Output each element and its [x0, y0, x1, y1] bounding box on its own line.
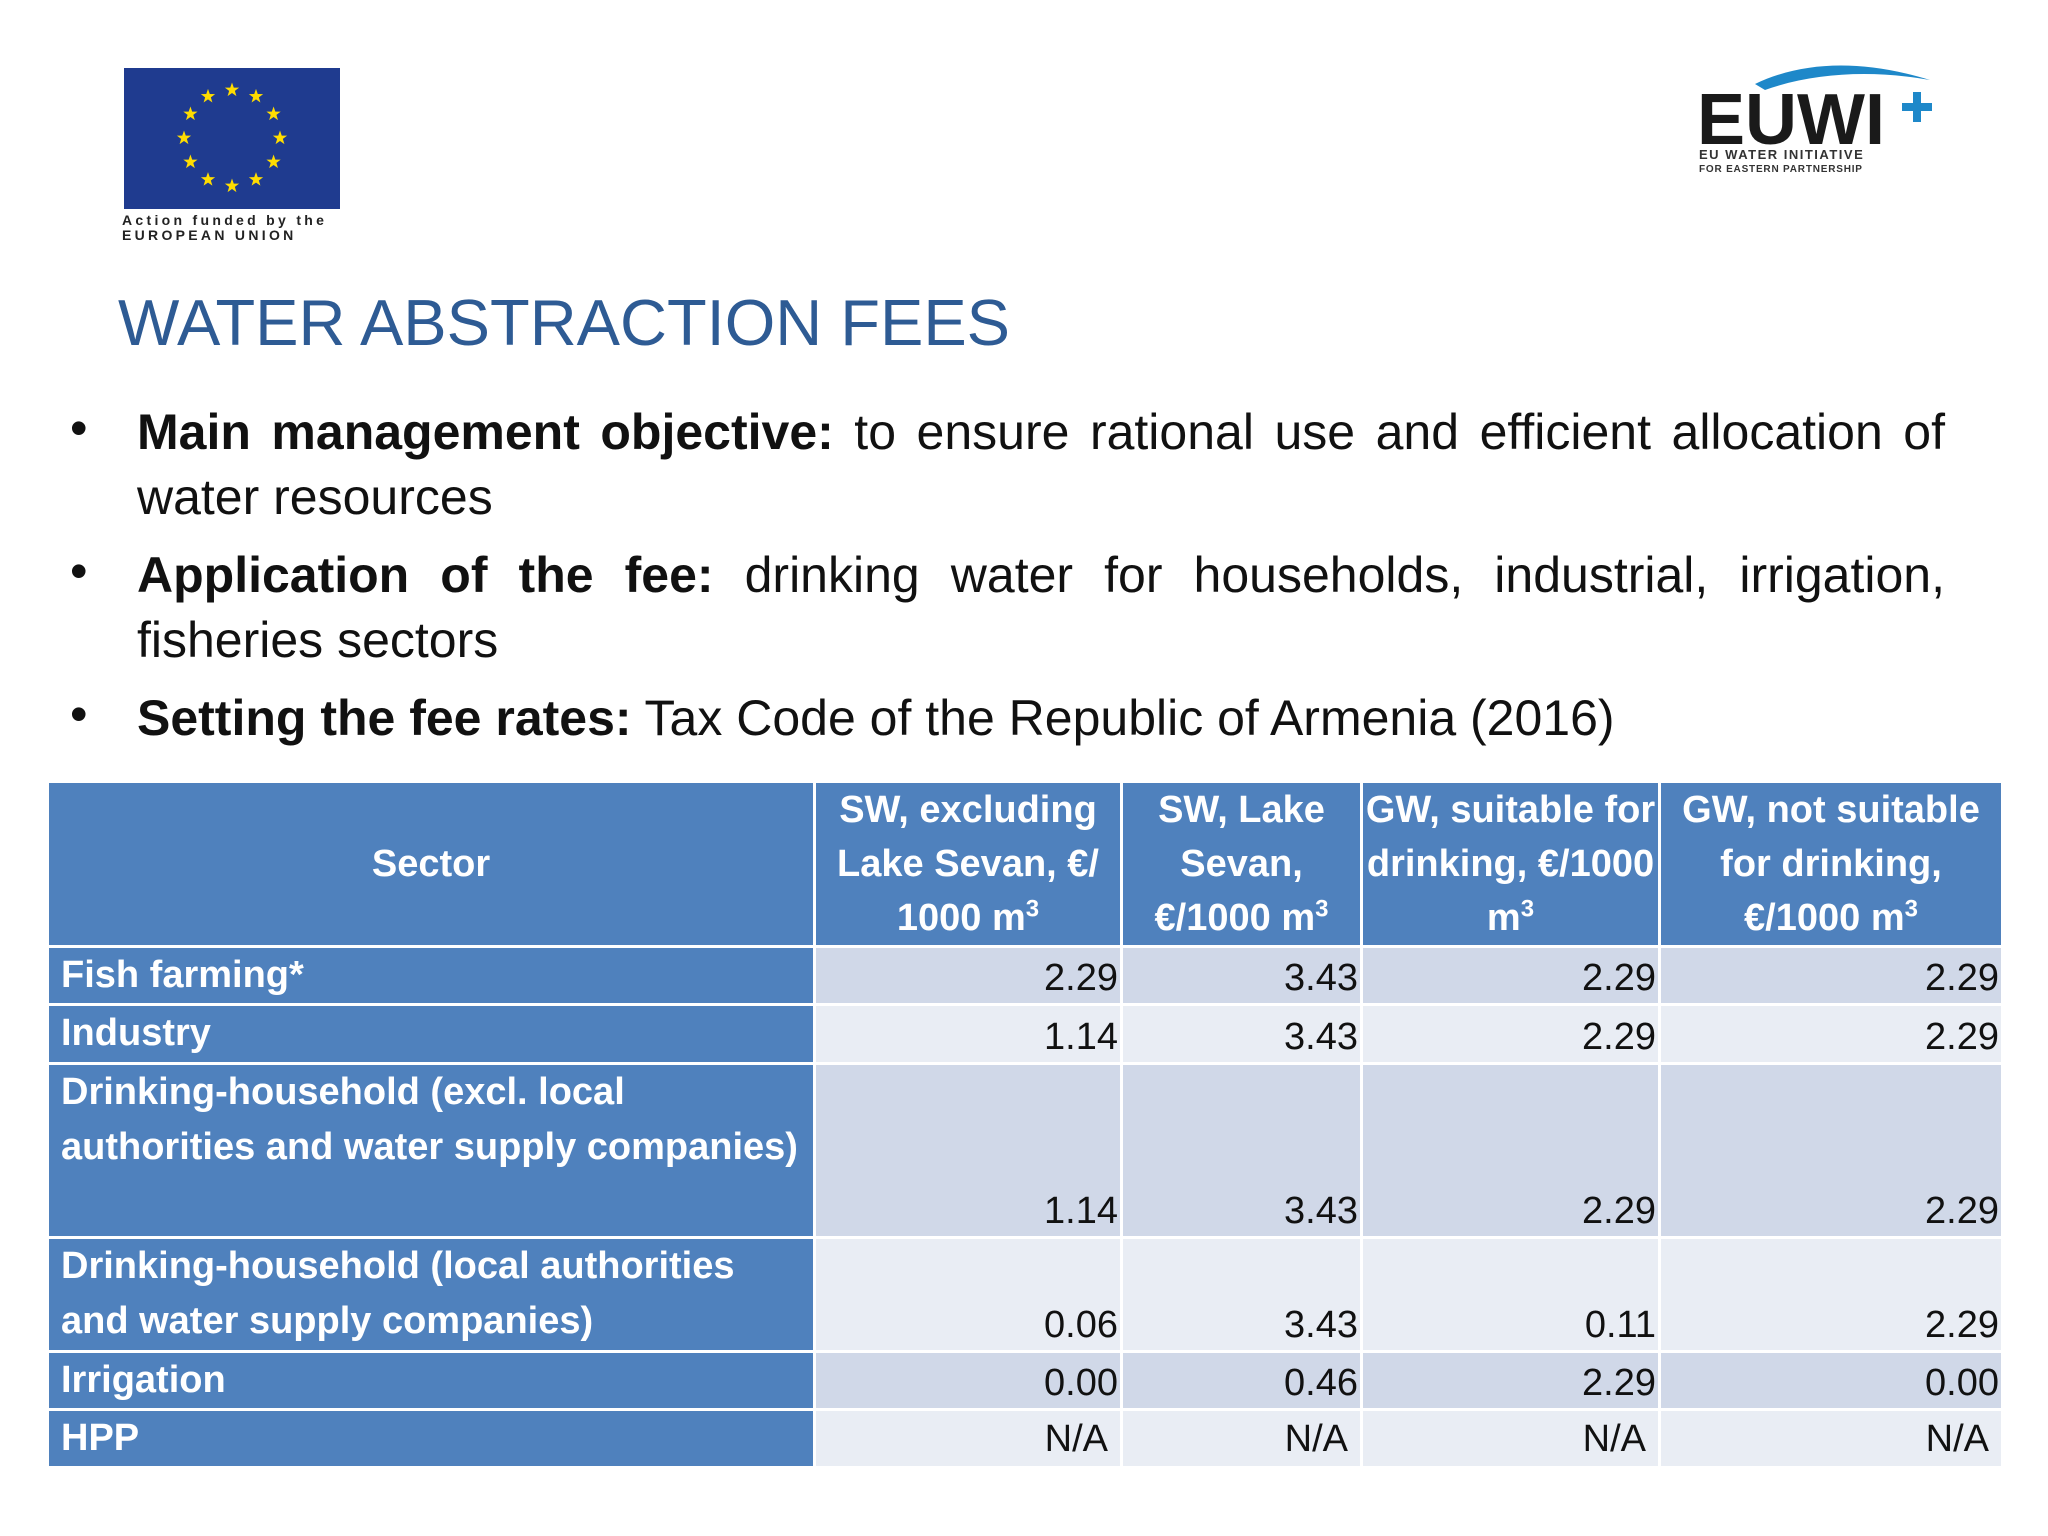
header-text: Sector — [371, 843, 491, 885]
header-cell: Sector — [46, 780, 816, 948]
value-cell: 2.29 — [1658, 1236, 2004, 1353]
value-cell: 0.00 — [813, 1350, 1123, 1411]
header-cell: SW, Lake Sevan, €/1000 m3 — [1120, 780, 1363, 948]
bullet-lead: Setting the fee rates: — [137, 690, 632, 746]
value-cell: 2.29 — [1658, 1062, 2004, 1239]
eu-caption: Action funded by the EUROPEAN UNION — [122, 213, 344, 243]
value-cell: N/A — [1120, 1408, 1363, 1469]
header-cell: GW, not suitable for drinking, €/1000 m3 — [1658, 780, 2004, 948]
value-cell: 2.29 — [813, 945, 1123, 1006]
header-text: SW, Lake Sevan, €/1000 m — [1154, 789, 1325, 939]
header-row: Sector SW, excluding Lake Sevan, €/ 1000 … — [46, 780, 2004, 948]
header-cell: SW, excluding Lake Sevan, €/ 1000 m3 — [813, 780, 1123, 948]
header-sup: 3 — [1520, 895, 1535, 923]
table-row: Industry 1.14 3.43 2.29 2.29 — [46, 1003, 2004, 1065]
bullet-lead: Main management objective: — [137, 404, 834, 460]
value-cell: 1.14 — [813, 1062, 1123, 1239]
value-cell: 2.29 — [1658, 1003, 2004, 1065]
header-sup: 3 — [1904, 895, 1918, 923]
header-text: GW, not suitable for drinking, €/1000 m — [1682, 789, 1980, 939]
bullet-text: to ensure rational use and efficient all… — [137, 404, 1945, 525]
value-cell: 3.43 — [1120, 1062, 1363, 1239]
sector-cell: HPP — [46, 1408, 816, 1469]
sector-cell: Irrigation — [46, 1350, 816, 1411]
value-cell: 0.06 — [813, 1236, 1123, 1353]
euwi-wordmark: EUWI — [1697, 80, 1885, 160]
euwi-logo: EUWI EU WATER INITIATIVE FOR EASTERN PAR… — [1697, 65, 1932, 175]
value-cell: 2.29 — [1360, 1062, 1661, 1239]
value-cell: 0.46 — [1120, 1350, 1363, 1411]
header-sup: 3 — [1315, 895, 1329, 923]
value-cell: 0.11 — [1360, 1236, 1661, 1353]
bullet: Setting the fee rates: Tax Code of the R… — [70, 682, 1945, 751]
value-cell: 2.29 — [1658, 945, 2004, 1006]
bullet: Application of the fee: drinking water f… — [70, 539, 1945, 673]
sector-cell: Drinking-household (local authorities an… — [46, 1236, 816, 1353]
euwi-caption: FOR EASTERN PARTNERSHIP — [1699, 164, 1863, 175]
value-cell: 1.14 — [813, 1003, 1123, 1065]
header-text: GW, suitable for drinking, €/1000 m — [1365, 789, 1656, 939]
value-cell: 2.29 — [1360, 1350, 1661, 1411]
value-cell: 2.29 — [1360, 945, 1661, 1006]
sector-cell: Drinking-household (excl. local authorit… — [46, 1062, 816, 1239]
bullet: Main management objective: to ensure rat… — [70, 396, 1945, 530]
table-row: Drinking-household (local authorities an… — [46, 1236, 2004, 1353]
sector-cell: Industry — [46, 1003, 816, 1065]
value-cell: 3.43 — [1120, 1003, 1363, 1065]
value-cell: 3.43 — [1120, 945, 1363, 1006]
eu-flag — [124, 68, 340, 209]
bullet-lead: Application of the fee: — [137, 547, 714, 603]
value-cell: N/A — [1360, 1408, 1661, 1469]
bullet-text: drinking water for households, industria… — [137, 547, 1945, 668]
table-row: Fish farming* 2.29 3.43 2.29 2.29 — [46, 945, 2004, 1006]
fee-table: Sector SW, excluding Lake Sevan, €/ 1000 … — [46, 780, 2004, 1469]
table-row: HPP N/A N/A N/A N/A — [46, 1408, 2004, 1469]
value-cell: N/A — [1658, 1408, 2004, 1469]
value-cell: N/A — [813, 1408, 1123, 1469]
eu-caption-line: EUROPEAN UNION — [122, 227, 297, 243]
sector-cell: Fish farming* — [46, 945, 816, 1006]
slide-title: WATER ABSTRACTION FEES — [118, 286, 1011, 359]
header-text: SW, excluding Lake Sevan, €/ 1000 m — [837, 789, 1099, 939]
bullet-list: Main management objective: to ensure rat… — [70, 396, 1945, 764]
value-cell: 0.00 — [1658, 1350, 2004, 1411]
value-cell: 3.43 — [1120, 1236, 1363, 1353]
euwi-caption: EU WATER INITIATIVE — [1699, 147, 1864, 162]
header-sup: 3 — [1025, 895, 1040, 923]
eu-caption-line: Action funded by the — [122, 212, 328, 228]
value-cell: 2.29 — [1360, 1003, 1661, 1065]
header-cell: GW, suitable for drinking, €/1000 m3 — [1360, 780, 1661, 948]
bullet-text: Tax Code of the Republic of Armenia (201… — [631, 690, 1615, 746]
table-row: Irrigation 0.00 0.46 2.29 0.00 — [46, 1350, 2004, 1411]
table-row: Drinking-household (excl. local authorit… — [46, 1062, 2004, 1239]
